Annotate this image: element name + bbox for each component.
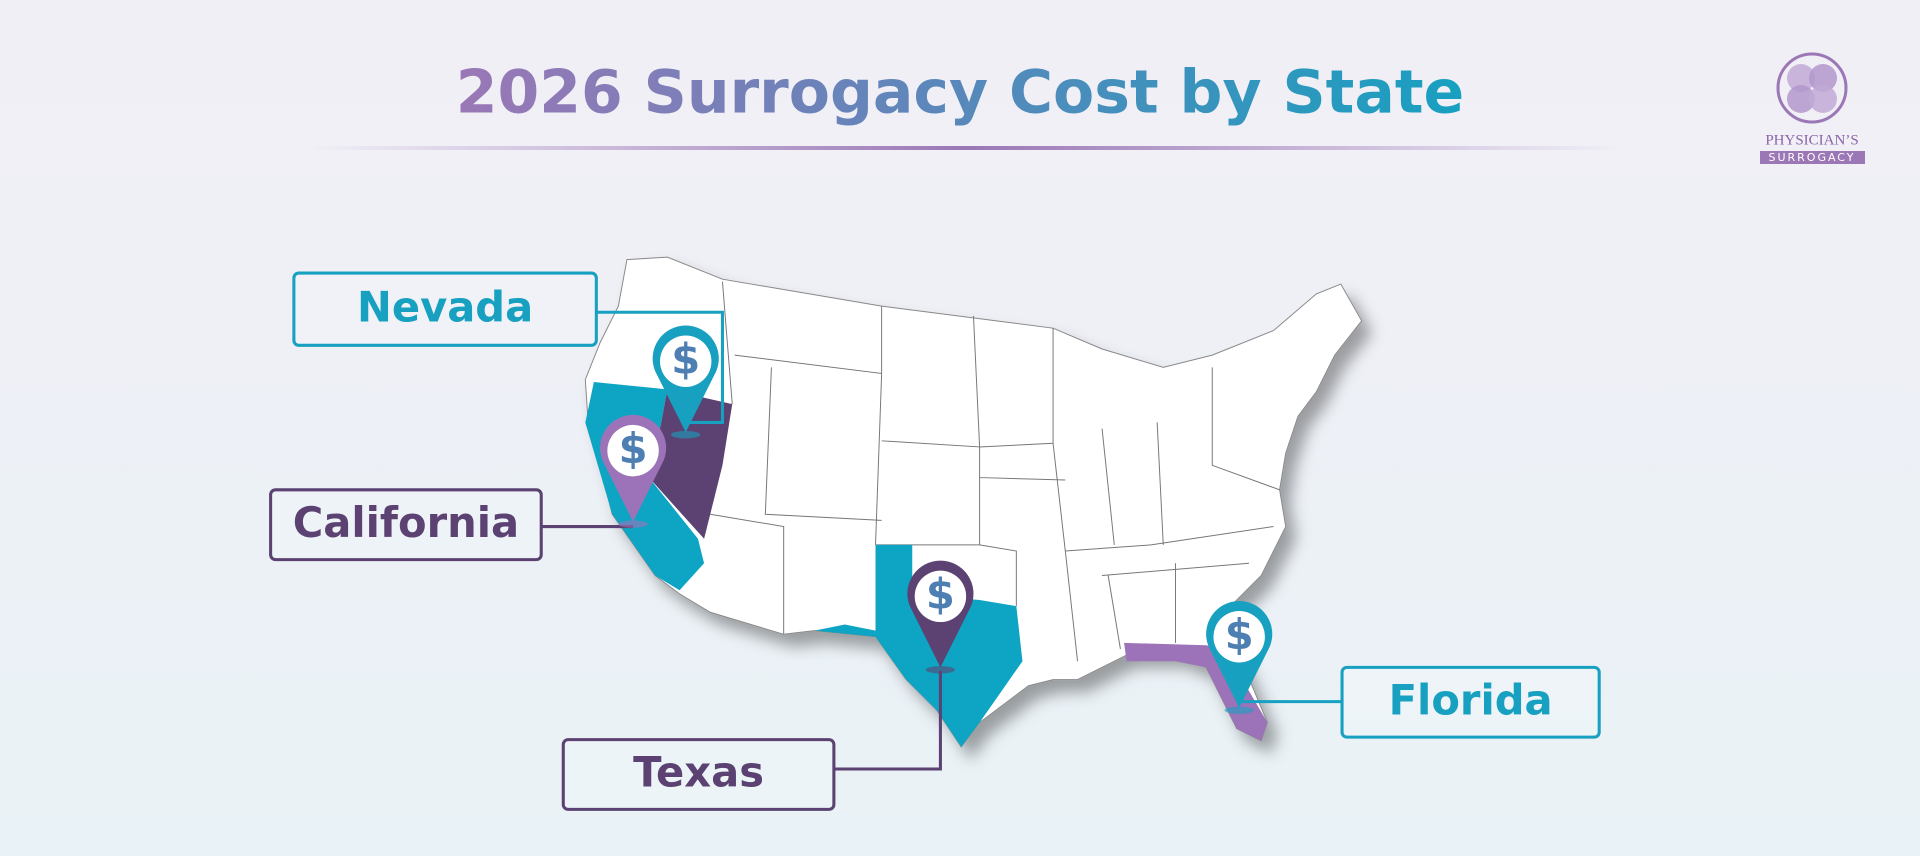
divider bbox=[312, 146, 1622, 150]
logo-petal bbox=[1809, 64, 1837, 92]
pin-symbol: $ bbox=[671, 334, 700, 383]
state-label: Nevada bbox=[357, 282, 533, 331]
pin-face bbox=[914, 570, 967, 623]
label-box bbox=[269, 488, 543, 562]
label-box bbox=[292, 271, 598, 347]
map: $ $ $ $ Nevada California Texas Florida bbox=[269, 256, 1601, 811]
logo: PHYSICIAN’S SURROGACY bbox=[1760, 52, 1865, 164]
state-texas bbox=[814, 544, 1023, 747]
pin-shadow bbox=[671, 431, 701, 439]
pin-symbol: $ bbox=[926, 570, 955, 619]
pin-shadow bbox=[925, 666, 956, 674]
state-label: Florida bbox=[1389, 675, 1553, 724]
logo-band bbox=[1760, 151, 1865, 164]
pin-face bbox=[1213, 611, 1265, 663]
label-boxes: Nevada California Texas Florida bbox=[269, 271, 1601, 811]
state-nevada bbox=[648, 389, 733, 539]
logo-text: PHYSICIAN’S bbox=[1765, 132, 1858, 148]
pin-symbol: $ bbox=[1225, 610, 1254, 659]
pin-shadow bbox=[618, 520, 648, 528]
pin-face bbox=[607, 424, 659, 477]
connectors bbox=[541, 310, 1343, 771]
logo-petal bbox=[1787, 64, 1815, 92]
state-label: Texas bbox=[633, 748, 764, 797]
logo-petal bbox=[1809, 85, 1837, 113]
state-borders bbox=[710, 281, 1280, 662]
logo-ring bbox=[1776, 52, 1848, 124]
title: 2026 Surrogacy Cost by State bbox=[456, 58, 1464, 128]
pins: $ $ $ $ bbox=[600, 325, 1273, 714]
pin-symbol: $ bbox=[619, 424, 648, 473]
pin-shadow bbox=[1224, 706, 1254, 714]
label-box bbox=[561, 738, 836, 811]
logo-text: SURROGACY bbox=[1768, 151, 1855, 164]
label-box bbox=[1340, 665, 1601, 739]
state-label: California bbox=[293, 498, 519, 547]
logo-petal bbox=[1787, 85, 1815, 113]
pin-face bbox=[660, 335, 712, 387]
connector-nevada bbox=[596, 310, 724, 424]
connector-texas bbox=[833, 671, 942, 771]
